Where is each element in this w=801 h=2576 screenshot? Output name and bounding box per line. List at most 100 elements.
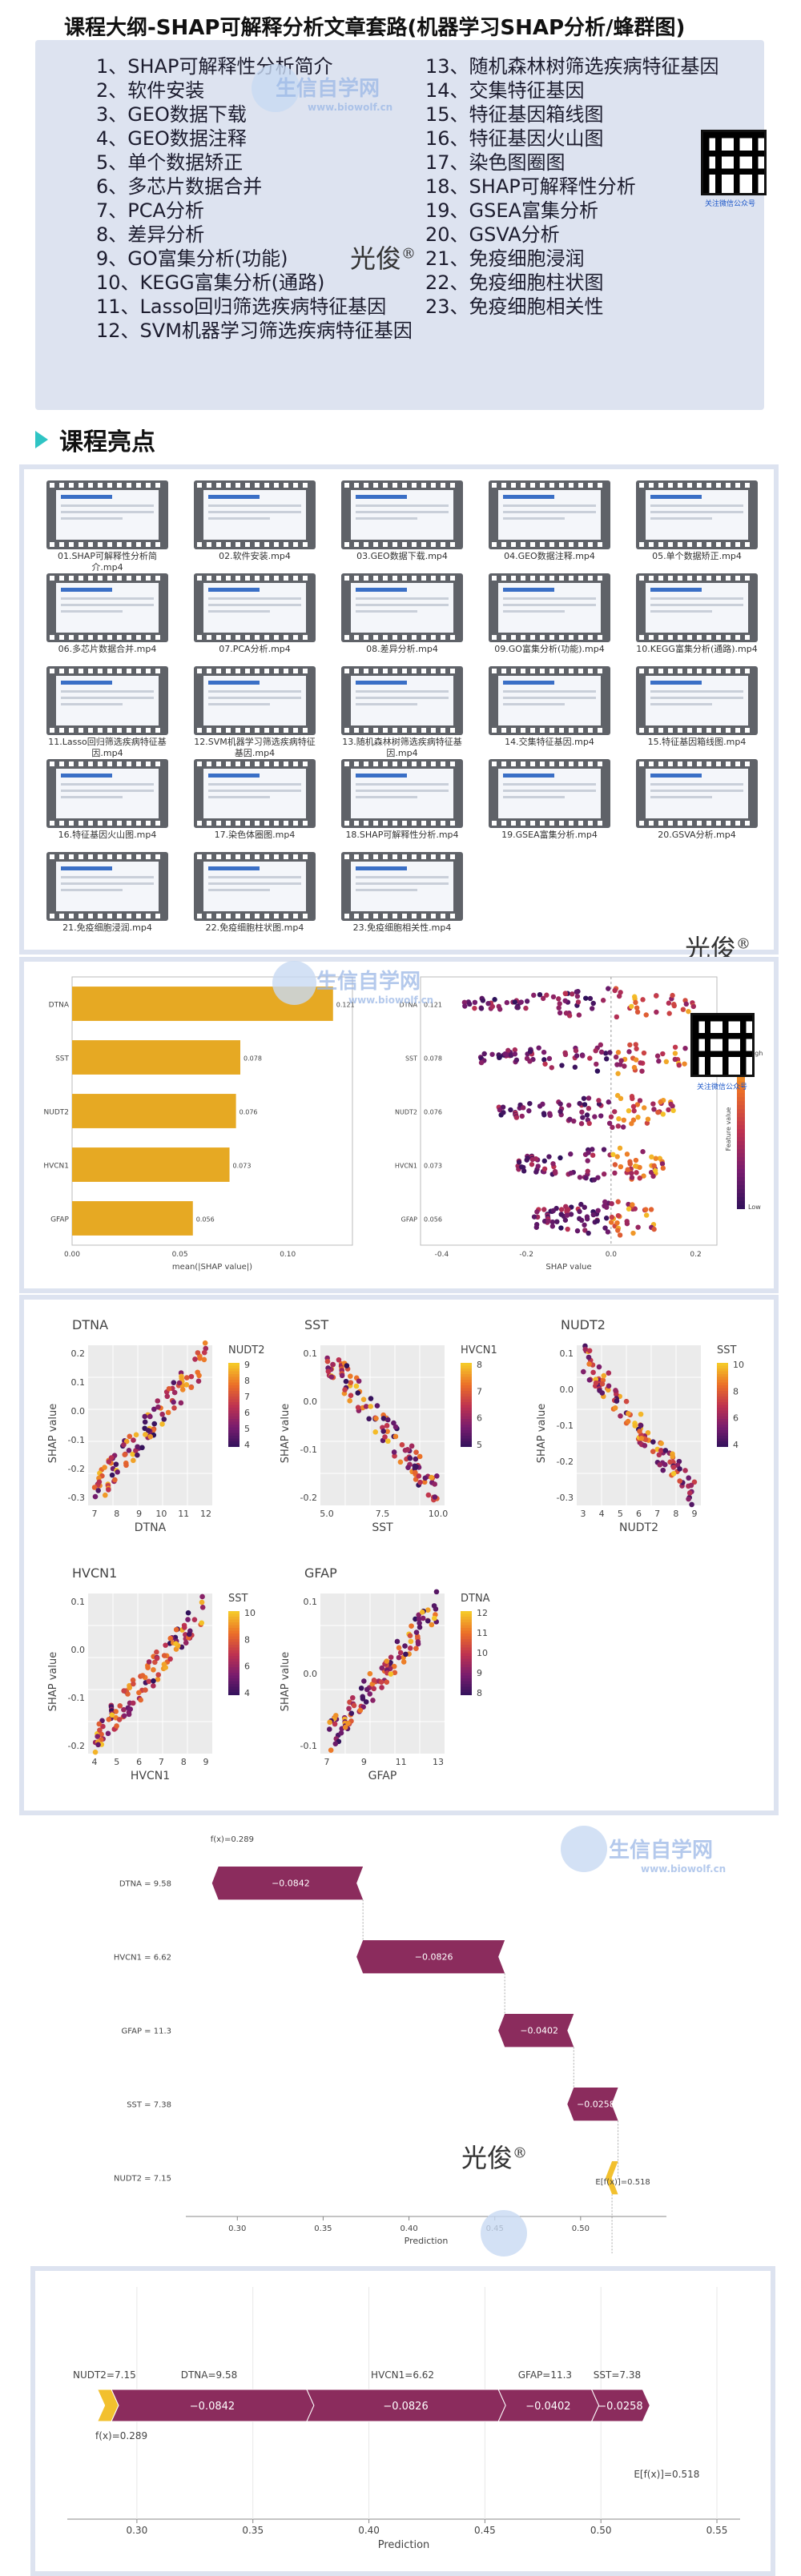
data-point: [635, 1115, 641, 1120]
data-point: [159, 1421, 165, 1427]
data-point: [577, 1100, 582, 1107]
colorbar-segment: [461, 1393, 472, 1397]
data-point: [686, 1475, 691, 1481]
data-point: [524, 1055, 530, 1062]
video-thumbnail[interactable]: 09.GO富集分析(功能).mp4: [489, 573, 610, 655]
colorbar-segment: [461, 1622, 472, 1626]
video-caption: 13.随机森林树筛选疾病特征基因.mp4: [342, 737, 462, 758]
data-point: [565, 1226, 570, 1232]
data-point: [133, 1432, 139, 1438]
video-thumbnail[interactable]: 23.免疫细胞相关性.mp4: [341, 852, 463, 934]
segment-value-label: −0.0842: [190, 2401, 235, 2413]
video-thumbnail[interactable]: 21.免疫细胞浸润.mp4: [46, 852, 168, 934]
data-point: [586, 1106, 592, 1111]
colorbar-segment: [228, 1678, 239, 1682]
data-point: [123, 1462, 129, 1469]
data-point: [606, 1370, 612, 1376]
video-thumbnail[interactable]: 11.Lasso回归筛选疾病特征基因.mp4: [46, 666, 168, 759]
data-point: [415, 1641, 421, 1647]
data-point: [633, 999, 638, 1006]
x-tick-label: 5.0: [320, 1509, 334, 1519]
data-point: [143, 1687, 148, 1693]
video-thumbnail[interactable]: 15.特征基因箱线图.mp4: [636, 666, 758, 748]
video-thumbnail[interactable]: 18.SHAP可解释性分析.mp4: [341, 759, 463, 841]
colorbar-segment: [737, 1169, 745, 1173]
data-label: 0.078: [244, 1055, 262, 1063]
data-point: [531, 1214, 537, 1220]
data-point: [682, 1468, 688, 1473]
outline-left-column: 1、SHAP可解释性分析简介 2、软件安装 3、GEO数据下载 4、GEO数据注释 5、…: [96, 54, 413, 343]
colorbar-segment: [228, 1399, 239, 1402]
video-thumbnail[interactable]: 06.多芯片数据合并.mp4: [46, 573, 168, 655]
video-thumbnail[interactable]: 05.单个数据矫正.mp4: [636, 480, 758, 562]
colorbar-segment: [228, 1368, 239, 1372]
video-thumbnail[interactable]: 22.免疫细胞柱状图.mp4: [194, 852, 316, 934]
colorbar-segment: [737, 1197, 745, 1201]
video-thumbnail[interactable]: 16.特征基因火山图.mp4: [46, 759, 168, 841]
bar: [72, 1094, 236, 1128]
data-point: [613, 1054, 619, 1060]
video-thumbnail[interactable]: 04.GEO数据注释.mp4: [489, 480, 610, 562]
data-point: [513, 1115, 520, 1120]
waterfall-bar: [606, 2161, 618, 2195]
data-point: [586, 1120, 592, 1127]
x-tick-label: 0.50: [590, 2525, 612, 2536]
video-thumbnail[interactable]: 07.PCA分析.mp4: [194, 573, 316, 655]
video-thumbnail[interactable]: 12.SVM机器学习筛选疾病特征基因.mp4: [194, 666, 316, 759]
data-point: [135, 1452, 140, 1458]
video-caption: 02.软件安装.mp4: [219, 551, 291, 561]
data-point: [585, 1168, 590, 1174]
video-thumbnail[interactable]: 01.SHAP可解释性分析简介.mp4: [46, 480, 168, 573]
watermark: 生信自学网 www.biowolf.cn: [316, 965, 433, 1006]
video-thumbnail[interactable]: 08.差异分析.mp4: [341, 573, 463, 655]
video-thumbnail[interactable]: 13.随机森林树筛选疾病特征基因.mp4: [341, 666, 463, 759]
colorbar-segment: [717, 1416, 728, 1419]
data-point: [368, 1404, 374, 1409]
data-point: [197, 1355, 203, 1361]
x-tick-label: 0.10: [280, 1251, 296, 1259]
data-point: [363, 1404, 369, 1409]
data-point: [644, 1120, 650, 1126]
video-thumbnail[interactable]: 17.染色体圈图.mp4: [194, 759, 316, 841]
video-thumbnail[interactable]: 20.GSVA分析.mp4: [636, 759, 758, 841]
video-thumbnail[interactable]: 02.软件安装.mp4: [194, 480, 316, 562]
watermark-text: 生信自学网: [276, 77, 380, 101]
video-caption: 09.GO富集分析(功能).mp4: [494, 644, 605, 654]
data-point: [633, 1057, 639, 1063]
x-tick-label: 12: [200, 1509, 211, 1519]
data-point: [579, 1109, 585, 1115]
data-point: [637, 1164, 642, 1171]
feature-label: SST = 7.38: [127, 2101, 171, 2110]
video-thumbnail[interactable]: 10.KEGG富集分析(通路).mp4: [636, 573, 758, 655]
video-caption: 19.GSEA富集分析.mp4: [501, 830, 598, 840]
data-point: [602, 1051, 609, 1056]
data-point: [651, 1226, 657, 1232]
watermark-text: 生信自学网: [316, 970, 421, 994]
y-tick-label: -0.2: [557, 1457, 574, 1467]
data-point: [660, 1051, 666, 1057]
video-thumbnail[interactable]: 14.交集特征基因.mp4: [489, 666, 610, 748]
data-point: [161, 1662, 167, 1667]
data-point: [413, 1616, 418, 1622]
data-point: [497, 1107, 503, 1113]
data-point: [397, 1650, 404, 1656]
data-point: [126, 1448, 132, 1453]
data-point: [417, 1620, 422, 1626]
data-point: [655, 1109, 661, 1115]
data-point: [123, 1438, 130, 1445]
data-point: [650, 1439, 656, 1445]
data-point: [682, 1061, 687, 1067]
data-point: [121, 1441, 127, 1448]
colorbar-segment: [717, 1363, 728, 1366]
video-thumbnail[interactable]: 03.GEO数据下载.mp4: [341, 480, 463, 562]
video-caption: 18.SHAP可解释性分析.mp4: [345, 830, 459, 840]
data-point: [372, 1429, 379, 1435]
colorbar-tick: 11: [477, 1628, 488, 1638]
video-thumbnail[interactable]: 19.GSEA富集分析.mp4: [489, 759, 610, 841]
x-tick-label: 0.40: [358, 2525, 380, 2536]
feature-label: HVCN1=6.62: [371, 2369, 434, 2381]
data-point: [683, 1001, 689, 1007]
colorbar-segment: [461, 1371, 472, 1374]
data-point: [637, 1098, 643, 1103]
data-point: [594, 1068, 601, 1074]
